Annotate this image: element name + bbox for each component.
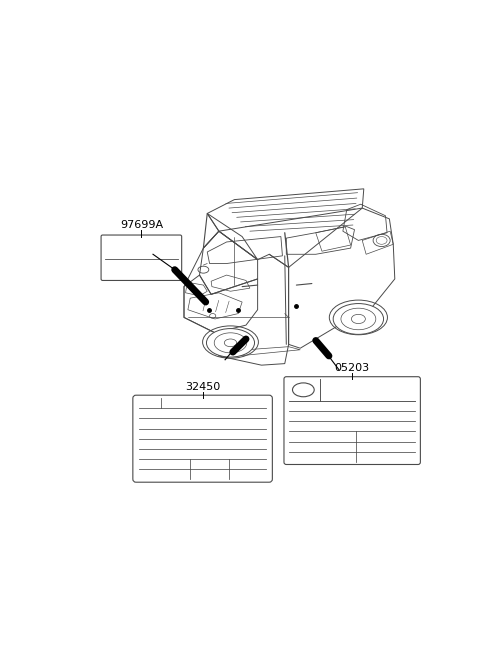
Text: 32450: 32450: [185, 382, 220, 392]
Ellipse shape: [206, 329, 254, 357]
Text: 05203: 05203: [335, 363, 370, 373]
Text: 97699A: 97699A: [120, 220, 163, 230]
Ellipse shape: [333, 304, 384, 335]
